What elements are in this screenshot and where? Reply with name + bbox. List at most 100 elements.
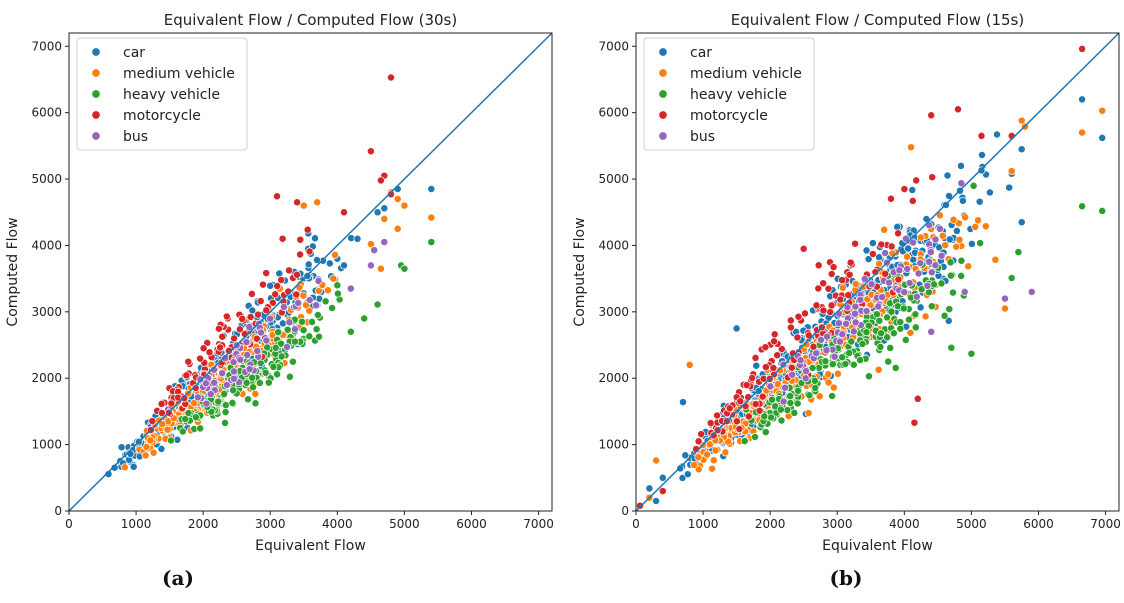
point-heavy-vehicle: [828, 392, 837, 400]
point-medium-vehicle: [1017, 116, 1026, 125]
point-heavy-vehicle: [945, 305, 954, 314]
point-medium-vehicle: [120, 463, 129, 472]
point-bus: [885, 278, 893, 287]
point-heavy-vehicle: [273, 370, 282, 379]
point-medium-vehicle: [955, 235, 964, 244]
point-car: [978, 151, 986, 159]
y-axis-label: Computed Flow: [5, 217, 21, 326]
point-heavy-vehicle: [810, 376, 819, 385]
legend-label-motorcycle: motorcycle: [123, 108, 201, 124]
point-motorcycle: [222, 312, 231, 321]
point-motorcycle: [246, 313, 255, 321]
point-motorcycle: [799, 244, 808, 253]
x-tick-label: 3000: [822, 517, 853, 531]
point-motorcycle: [801, 309, 809, 318]
point-motorcycle: [278, 234, 287, 243]
point-car: [645, 484, 654, 493]
point-bus: [196, 375, 205, 384]
point-bus: [835, 309, 844, 318]
point-bus: [851, 302, 860, 311]
point-heavy-vehicle: [346, 327, 355, 336]
point-bus: [862, 307, 871, 315]
point-motorcycle: [732, 417, 741, 426]
point-car: [104, 470, 113, 479]
point-bus: [937, 251, 946, 260]
point-car: [110, 463, 119, 472]
point-heavy-vehicle: [790, 408, 799, 417]
point-motorcycle: [296, 235, 305, 244]
point-heavy-vehicle: [969, 181, 978, 190]
point-motorcycle: [157, 399, 166, 408]
point-heavy-vehicle: [947, 343, 956, 352]
point-bus: [1027, 287, 1036, 296]
point-car: [275, 269, 284, 278]
point-bus: [836, 337, 845, 346]
point-medium-vehicle: [721, 448, 730, 457]
point-bus: [925, 257, 934, 266]
point-heavy-vehicle: [937, 279, 946, 288]
point-bus: [285, 318, 294, 327]
point-heavy-vehicle: [828, 360, 837, 369]
point-car: [1017, 218, 1026, 227]
point-bus: [867, 280, 876, 289]
point-heavy-vehicle: [767, 413, 775, 422]
point-heavy-vehicle: [261, 368, 270, 377]
x-tick-label: 7000: [523, 517, 554, 531]
point-medium-vehicle: [991, 255, 1000, 264]
point-motorcycle: [786, 316, 795, 325]
legend-label-bus: bus: [690, 129, 715, 145]
point-motorcycle: [697, 430, 706, 439]
point-heavy-vehicle: [786, 399, 795, 407]
point-heavy-vehicle: [927, 302, 936, 311]
point-bus: [279, 302, 288, 311]
point-car: [681, 451, 690, 460]
point-motorcycle: [846, 258, 855, 267]
x-tick-label: 2000: [755, 517, 786, 531]
point-motorcycle: [845, 270, 854, 279]
point-heavy-vehicle: [811, 383, 820, 392]
point-heavy-vehicle: [400, 264, 409, 273]
point-heavy-vehicle: [305, 332, 314, 341]
legend-marker-heavy-vehicle: [91, 89, 101, 99]
point-motorcycle: [755, 406, 764, 415]
point-medium-vehicle: [802, 340, 811, 349]
point-heavy-vehicle: [221, 418, 229, 427]
point-bus: [243, 350, 252, 359]
point-heavy-vehicle: [228, 398, 237, 407]
identity-line: [69, 33, 552, 511]
point-motorcycle: [913, 394, 922, 403]
legend-marker-car: [658, 47, 668, 57]
point-motorcycle: [871, 268, 880, 277]
point-motorcycle: [881, 269, 890, 278]
point-bus: [779, 397, 788, 406]
point-medium-vehicle: [299, 201, 308, 210]
point-heavy-vehicle: [181, 415, 190, 423]
point-motorcycle: [836, 295, 845, 304]
point-car: [304, 260, 313, 269]
point-bus: [878, 293, 887, 302]
point-medium-vehicle: [393, 195, 402, 203]
point-medium-vehicle: [952, 242, 961, 251]
point-motorcycle: [180, 394, 189, 403]
point-motorcycle: [376, 176, 385, 185]
point-motorcycle: [167, 399, 176, 408]
point-medium-vehicle: [694, 453, 703, 462]
point-heavy-vehicle: [862, 328, 871, 337]
point-motorcycle: [761, 343, 770, 352]
point-heavy-vehicle: [313, 311, 322, 319]
point-heavy-vehicle: [283, 325, 292, 334]
point-medium-vehicle: [941, 241, 950, 250]
point-heavy-vehicle: [911, 323, 920, 332]
point-heavy-vehicle: [808, 364, 817, 372]
point-medium-vehicle: [874, 365, 883, 374]
point-motorcycle: [887, 242, 896, 251]
legend-label-car: car: [123, 45, 145, 61]
point-car: [313, 256, 321, 264]
point-heavy-vehicle: [946, 258, 955, 267]
point-heavy-vehicle: [333, 281, 342, 290]
point-motorcycle: [908, 196, 917, 205]
point-bus: [781, 383, 790, 392]
x-tick-label: 1000: [688, 517, 719, 531]
point-motorcycle: [769, 364, 778, 372]
point-motorcycle: [894, 229, 903, 238]
